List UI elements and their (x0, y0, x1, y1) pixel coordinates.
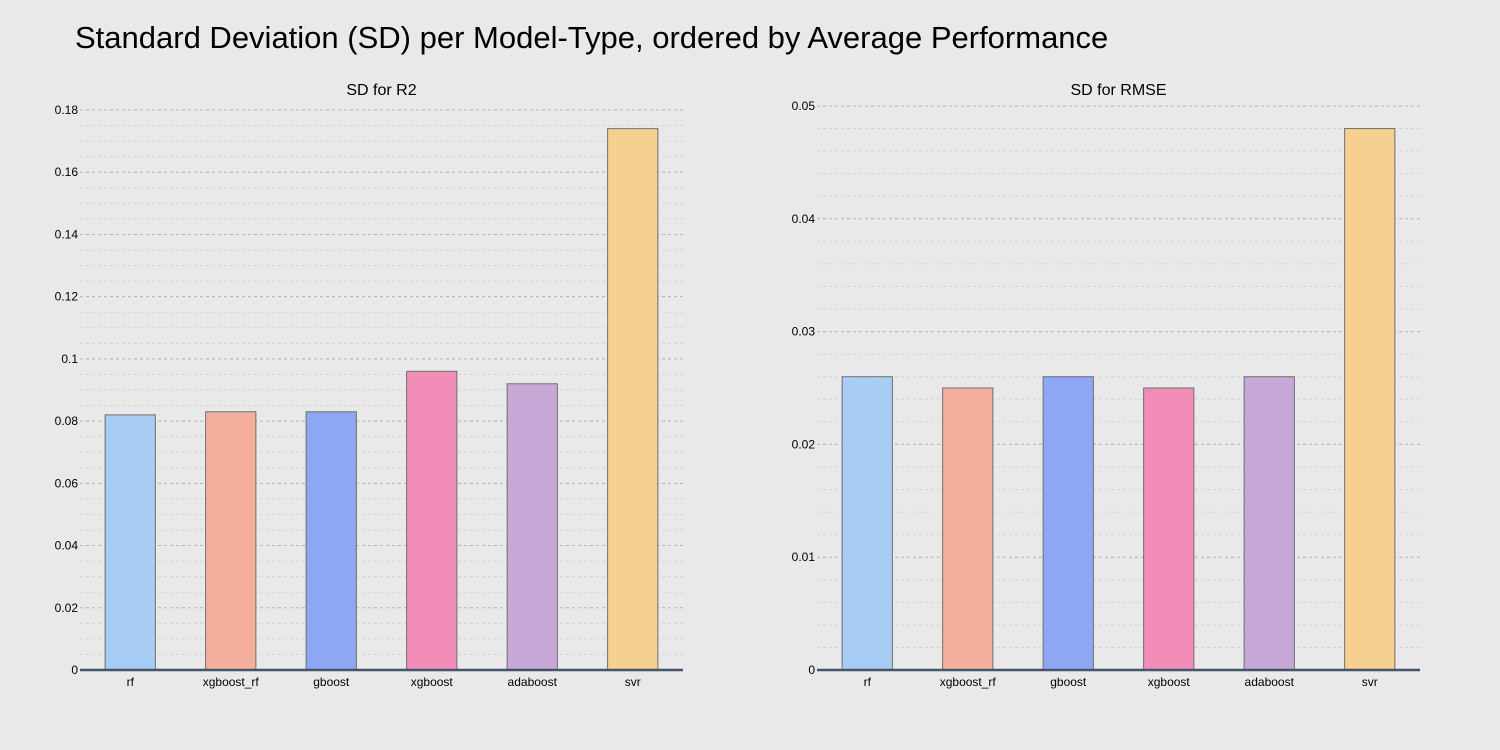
x-tick-label: gboost (313, 675, 350, 689)
bar-xgboost (1143, 387, 1195, 671)
x-tick-label: xgboost_rf (203, 675, 260, 689)
bar-svr (607, 128, 659, 671)
x-tick-label: adaboost (1245, 675, 1295, 689)
bar-rf (104, 414, 156, 671)
y-tick-label: 0.08 (55, 414, 79, 428)
y-tick-label: 0.18 (55, 103, 79, 117)
bar-xgboost (406, 370, 458, 671)
bar-xgboost_rf (205, 411, 257, 671)
bar-svr (1344, 128, 1396, 671)
x-tick-label: svr (625, 675, 641, 689)
bar-xgboost_rf (942, 387, 994, 671)
y-tick-label: 0.02 (55, 601, 79, 615)
x-tick-label: xgboost (1148, 675, 1191, 689)
x-tick-label: gboost (1050, 675, 1087, 689)
bar-gboost (305, 411, 357, 671)
y-tick-label: 0 (71, 663, 78, 677)
x-tick-label: xgboost_rf (940, 675, 997, 689)
panel-title: SD for RMSE (1070, 82, 1166, 99)
x-tick-label: rf (127, 675, 135, 689)
y-tick-label: 0.16 (55, 165, 79, 179)
x-tick-label: rf (864, 675, 872, 689)
y-tick-label: 0.05 (792, 99, 816, 113)
panel-title: SD for R2 (346, 82, 416, 99)
y-tick-label: 0.12 (55, 290, 79, 304)
x-tick-label: adaboost (508, 675, 558, 689)
y-tick-label: 0.14 (55, 227, 79, 241)
y-tick-label: 0.04 (55, 539, 79, 553)
y-tick-label: 0.1 (61, 352, 78, 366)
bar-adaboost (1243, 376, 1295, 671)
x-tick-label: svr (1362, 675, 1378, 689)
y-tick-label: 0.04 (792, 212, 816, 226)
bar-gboost (1042, 376, 1094, 671)
y-tick-label: 0.03 (792, 325, 816, 339)
y-tick-label: 0 (808, 663, 815, 677)
bar-adaboost (506, 383, 558, 671)
bar-rf (841, 376, 893, 671)
y-tick-label: 0.06 (55, 476, 79, 490)
page-title: Standard Deviation (SD) per Model-Type, … (75, 20, 1109, 55)
y-tick-label: 0.01 (792, 550, 816, 564)
x-tick-label: xgboost (411, 675, 454, 689)
y-tick-label: 0.02 (792, 437, 816, 451)
